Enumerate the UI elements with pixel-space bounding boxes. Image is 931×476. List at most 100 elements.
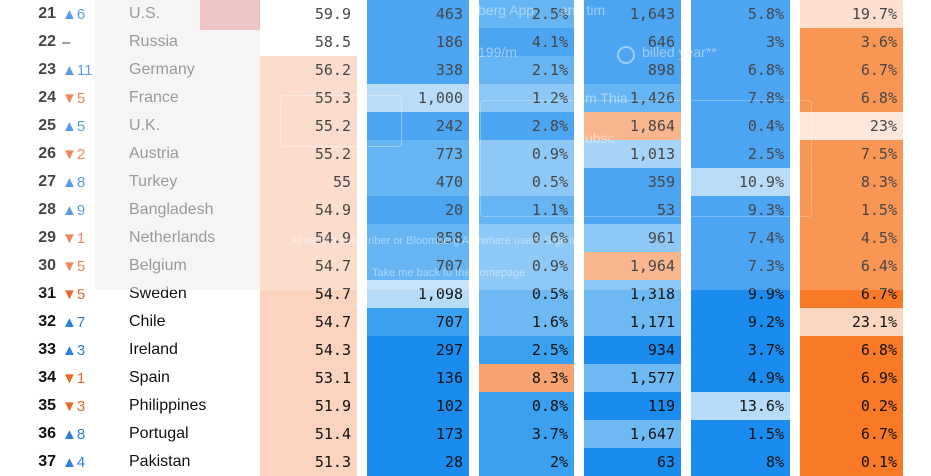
arrow-up-icon: ▲ [62,313,77,331]
change-value: 1 [76,369,86,387]
value-cell-a: 173 [362,420,479,448]
change-cell: ▼2 [60,140,122,168]
value-cell-score: 51.4 [260,420,367,448]
change-cell: ▼5 [60,252,122,280]
rank-cell: 35 [38,397,56,414]
change-cell: ▲6 [60,0,122,28]
rank-cell: 31 [38,285,56,302]
value-cell-b: 0.8% [474,392,584,420]
country-cell: Netherlands [129,229,216,246]
table-row: 21 ▲6 U.S. 59.9 463 2.5% 1,643 5.8% 19.7% [0,0,903,28]
value-cell-a: 338 [362,56,479,84]
change-value: 11 [76,61,93,79]
rank-cell: 33 [38,341,56,358]
country-cell: Austria [129,145,179,162]
table-row: 33 ▲3 Ireland 54.3 297 2.5% 934 3.7% 6.8% [0,336,903,364]
arrow-up-icon: ▲ [62,173,77,191]
change-value: 6 [76,5,86,23]
value-cell-e: 6.8% [795,336,903,364]
rank-cell: 23 [38,61,56,78]
value-cell-e: 6.7% [795,280,903,308]
table-row: 23 ▲11 Germany 56.2 338 2.1% 898 6.8% 6.7% [0,56,903,84]
arrow-down-icon: ▼ [62,257,77,275]
value-cell-e: 19.7% [795,0,903,28]
value-cell-d: 7.4% [686,224,800,252]
value-cell-e: 23.1% [795,308,903,336]
value-cell-c: 898 [579,56,691,84]
arrow-up-icon: ▲ [62,201,77,219]
value-cell-score: 54.7 [260,280,367,308]
table-row: 24 ▼5 France 55.3 1,000 1.2% 1,426 7.8% 6.8% [0,84,903,112]
value-cell-c: 1,643 [579,0,691,28]
change-value: 3 [76,341,86,359]
value-cell-d: 4.9% [686,364,800,392]
arrow-down-icon: ▼ [62,145,77,163]
change-cell: ▲9 [60,196,122,224]
rank-cell: 22 [38,33,56,50]
change-value: 5 [76,89,86,107]
table-row: 34 ▼1 Spain 53.1 136 8.3% 1,577 4.9% 6.9% [0,364,903,392]
value-cell-a: 470 [362,168,479,196]
value-cell-a: 297 [362,336,479,364]
value-cell-b: 2% [474,448,584,476]
country-cell: Belgium [129,257,187,274]
value-cell-a: 707 [362,308,479,336]
change-value: 4 [76,453,86,471]
change-value: 8 [76,425,86,443]
value-cell-score: 51.9 [260,392,367,420]
value-cell-score: 55.3 [260,84,367,112]
value-cell-a: 186 [362,28,479,56]
value-cell-e: 6.7% [795,420,903,448]
country-cell: France [129,89,179,106]
change-value: 8 [76,173,86,191]
value-cell-b: 2.1% [474,56,584,84]
change-value: 7 [76,313,86,331]
arrow-up-icon: ▲ [62,61,77,79]
table-row: 25 ▲5 U.K. 55.2 242 2.8% 1,864 0.4% 23% [0,112,903,140]
country-cell: U.S. [129,5,161,22]
arrow-up-icon: ▲ [62,425,77,443]
value-cell-c: 359 [579,168,691,196]
change-value: 5 [76,117,86,135]
value-cell-b: 1.1% [474,196,584,224]
value-cell-c: 1,426 [579,84,691,112]
table-row: 22– Russia 58.5 186 4.1% 646 3% 3.6% [0,28,903,56]
value-cell-a: 707 [362,252,479,280]
change-value: – [62,33,71,51]
value-cell-c: 119 [579,392,691,420]
value-cell-c: 646 [579,28,691,56]
rank-cell: 25 [38,117,56,134]
table-row: 29 ▼1 Netherlands 54.9 858 0.6% 961 7.4% 4.5% [0,224,903,252]
value-cell-score: 55 [260,168,367,196]
change-value: 2 [76,145,86,163]
arrow-down-icon: ▼ [62,285,77,303]
arrow-up-icon: ▲ [62,117,77,135]
change-cell: ▲8 [60,168,122,196]
country-cell: Portugal [129,425,189,442]
rank-cell: 27 [38,173,56,190]
value-cell-a: 242 [362,112,479,140]
country-cell: Philippines [129,397,207,414]
change-cell: ▲7 [60,308,122,336]
country-cell: Russia [129,33,178,50]
change-cell: ▲4 [60,448,122,476]
rank-cell: 30 [38,257,56,274]
value-cell-d: 3.7% [686,336,800,364]
value-cell-e: 6.7% [795,56,903,84]
value-cell-d: 5.8% [686,0,800,28]
change-value: 5 [76,285,86,303]
change-cell: ▼1 [60,364,122,392]
country-cell: Turkey [129,173,178,190]
rank-cell: 29 [38,229,56,246]
value-cell-score: 51.3 [260,448,367,476]
arrow-down-icon: ▼ [62,89,77,107]
value-cell-score: 55.2 [260,140,367,168]
value-cell-a: 28 [362,448,479,476]
value-cell-e: 1.5% [795,196,903,224]
change-cell: ▲5 [60,112,122,140]
value-cell-a: 858 [362,224,479,252]
rank-cell: 28 [38,201,56,218]
value-cell-a: 136 [362,364,479,392]
value-cell-c: 1,013 [579,140,691,168]
country-cell: Chile [129,313,166,330]
